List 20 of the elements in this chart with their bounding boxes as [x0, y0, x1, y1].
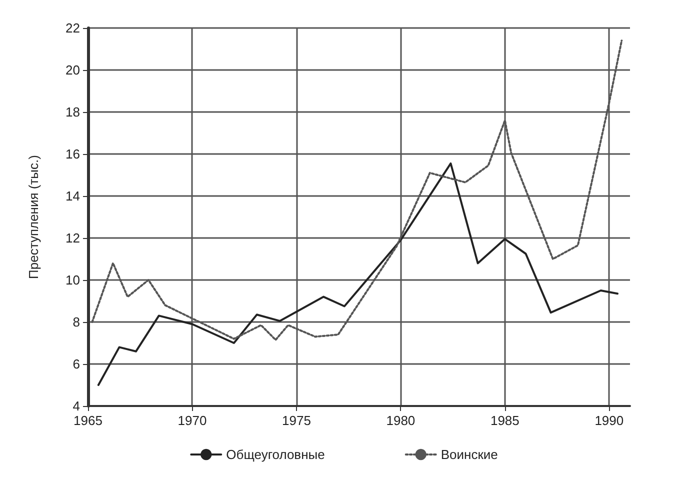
y-tick-label: 10 [66, 272, 80, 288]
legend-label: Общеуголовные [226, 447, 325, 462]
x-tick-label: 1985 [490, 413, 520, 428]
x-tick-label: 1980 [386, 413, 416, 428]
y-tick-label: 14 [66, 188, 80, 204]
y-tick-label: 20 [66, 62, 80, 78]
x-tick-label: 1990 [594, 413, 624, 428]
y-tick-label: 8 [72, 314, 80, 330]
y-tick-label: 12 [66, 230, 80, 246]
legend-label: Воинские [440, 447, 498, 462]
y-axis-title: Преступления (тыс.) [26, 155, 41, 279]
y-tick-label: 4 [72, 398, 80, 414]
y-tick-label: 18 [66, 104, 80, 120]
y-tick-label: 16 [66, 146, 80, 162]
x-tick-label: 1970 [178, 413, 207, 428]
y-tick-label: 22 [66, 20, 80, 36]
x-tick-label: 1975 [282, 413, 311, 428]
line-series [97, 162, 618, 386]
y-tick-label: 6 [72, 356, 80, 372]
x-tick-label: 1965 [74, 413, 102, 428]
